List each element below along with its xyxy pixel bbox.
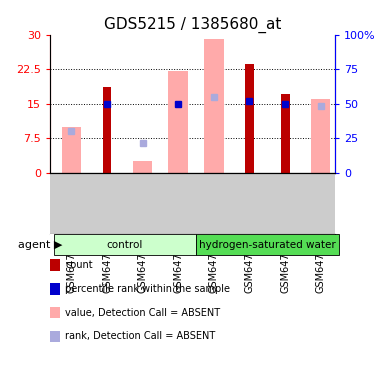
Bar <box>133 161 152 172</box>
Text: hydrogen-saturated water: hydrogen-saturated water <box>199 240 336 250</box>
Title: GDS5215 / 1385680_at: GDS5215 / 1385680_at <box>104 17 281 33</box>
Bar <box>54 234 196 255</box>
Text: agent ▶: agent ▶ <box>18 240 62 250</box>
Text: percentile rank within the sample: percentile rank within the sample <box>65 284 231 294</box>
Text: rank, Detection Call = ABSENT: rank, Detection Call = ABSENT <box>65 331 216 341</box>
Bar <box>245 65 254 172</box>
Bar <box>204 39 224 172</box>
Bar <box>102 88 112 172</box>
Bar <box>311 99 330 172</box>
Bar <box>196 234 338 255</box>
Text: count: count <box>65 260 93 270</box>
Bar <box>62 127 81 172</box>
Text: value, Detection Call = ABSENT: value, Detection Call = ABSENT <box>65 308 221 318</box>
Bar <box>169 71 188 172</box>
Text: control: control <box>107 240 143 250</box>
Bar <box>281 94 290 172</box>
